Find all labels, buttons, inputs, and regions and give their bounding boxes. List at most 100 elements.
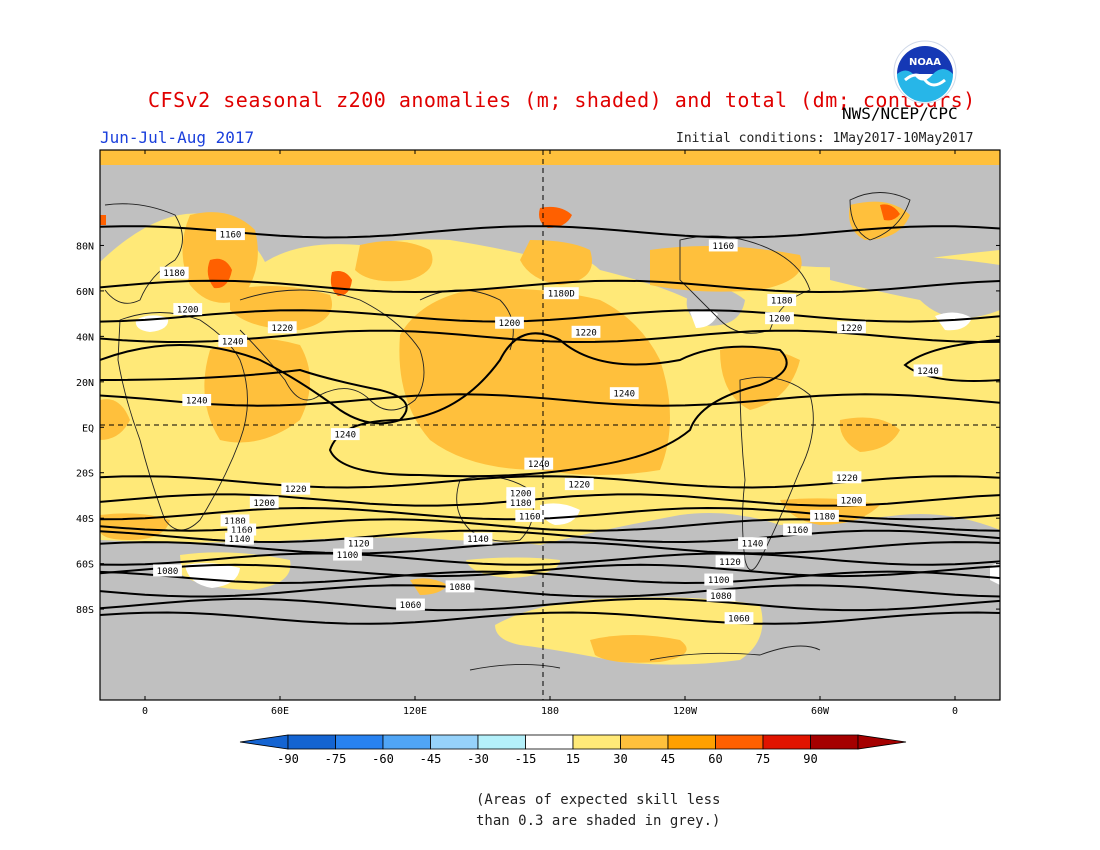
contour-label-bg	[783, 523, 812, 536]
contour-label-bg	[159, 266, 189, 279]
contour-label: 1180	[163, 269, 185, 279]
contour-label-bg	[330, 428, 360, 441]
logo-text: NOAA	[909, 57, 941, 68]
contour-line	[100, 541, 1000, 555]
contour-label: 1080	[710, 592, 732, 602]
lat-tick-label: EQ	[82, 423, 94, 434]
contour-label-bg	[506, 487, 536, 500]
contour-label: 1160	[712, 242, 734, 252]
colorbar-label: -45	[420, 752, 442, 766]
anomaly-patch-canada	[650, 246, 802, 292]
contours	[100, 225, 1000, 625]
lat-tick-label: 80S	[76, 605, 94, 616]
contour-label-bg	[463, 532, 493, 545]
lat-tick-label: 20N	[76, 378, 94, 389]
contour-label-bg	[738, 537, 767, 550]
contour-label: 1100	[708, 576, 730, 586]
contour-label: 1180	[814, 512, 836, 522]
colorbar-under-arrow	[239, 734, 289, 750]
skill-note-line-2: than 0.3 are shaded in grey.)	[476, 813, 721, 829]
anomaly-patch-russia	[355, 241, 433, 282]
colorbar: -90 -75 -60 -45 -30 -15 15 30 45 60 75 90	[239, 734, 907, 766]
contour-label: 1140	[229, 535, 251, 545]
contour-label-bg	[227, 523, 257, 536]
lat-tick-label: 80N	[76, 241, 94, 252]
contour-label-bg	[837, 494, 866, 506]
contour-label: 1140	[467, 535, 489, 545]
lon-tick-label: 120W	[673, 706, 698, 717]
contour-label-bg	[344, 537, 374, 550]
contour-label-bg	[333, 548, 362, 561]
contour-label: 1240	[222, 337, 244, 347]
contour-label: 1240	[186, 397, 208, 407]
colorbar-label: 60	[708, 752, 722, 766]
contour-label: 1240	[917, 367, 939, 377]
colorbar-swatch	[335, 734, 384, 750]
contour-label-bg	[218, 334, 248, 347]
colorbar-label: 90	[803, 752, 817, 766]
contour-line	[100, 597, 1000, 612]
contour-line	[903, 339, 1000, 382]
contour-label: 1200	[769, 315, 791, 325]
contour-label-bg	[609, 387, 639, 400]
contour-label: 1200	[253, 499, 275, 509]
colorbar-label: 15	[566, 752, 580, 766]
contour-label: 1220	[271, 324, 293, 334]
colorbar-label: 75	[756, 752, 770, 766]
lon-tick-label: 60W	[811, 706, 830, 717]
contour-label: 1220	[285, 485, 307, 495]
colorbar-label: -90	[277, 752, 299, 766]
contour-label-bg	[216, 228, 245, 241]
contour-label-bg	[765, 312, 794, 325]
colorbar-label: 45	[661, 752, 675, 766]
colorbar-swatch	[667, 734, 716, 750]
contour-label: 1200	[499, 319, 521, 329]
contour-label: 1240	[613, 390, 635, 400]
contour-label-bg	[706, 589, 736, 602]
colorbar-swatch	[430, 734, 479, 750]
contour-label-bg	[767, 294, 797, 306]
season-label: Jun-Jul-Aug 2017	[100, 128, 255, 147]
contour-line	[100, 279, 1000, 294]
colorbar-over-arrow	[857, 734, 907, 750]
contour-label-bg	[225, 532, 254, 545]
contour-label: 1120	[348, 540, 370, 550]
colorbar-label: 30	[613, 752, 627, 766]
contour-label-bg	[153, 564, 182, 577]
contour-label: 1080	[157, 567, 179, 577]
colorbar-label: -30	[467, 752, 489, 766]
contour-label-bg	[267, 321, 297, 334]
contour-line	[100, 506, 1000, 521]
contour-label: 1180	[771, 297, 793, 307]
contour-label-bg	[173, 303, 203, 316]
contour-label: 1220	[836, 474, 858, 484]
contour-label: 1180	[510, 499, 532, 509]
lon-tick-label: 180	[541, 706, 559, 717]
contour-label-bg	[495, 316, 524, 329]
lat-tick-label: 20S	[76, 469, 94, 480]
contour-label: 1220	[575, 328, 597, 338]
colorbar-label: -60	[372, 752, 394, 766]
anomaly-patch-npac	[520, 240, 592, 285]
agency-label: NWS/NCEP/CPC	[842, 104, 958, 123]
contour-label: 1180D	[548, 290, 575, 300]
contour-label: 1240	[528, 460, 550, 470]
contour-line	[100, 309, 1000, 323]
contour-label-bg	[564, 478, 594, 491]
contour-label: 1180	[224, 517, 246, 527]
contour-label: 1160	[787, 526, 809, 536]
contour-label-bg	[182, 394, 212, 406]
contour-label: 1220	[568, 481, 590, 491]
contour-label-bg	[832, 471, 862, 484]
contour-label-bg	[220, 514, 250, 527]
contour-label: 1100	[337, 551, 359, 561]
contour-label: 1200	[177, 306, 199, 316]
contour-label-bg	[515, 509, 545, 522]
contour-label-bg	[543, 287, 579, 300]
skill-note: (Areas of expected skill less than 0.3 a…	[476, 790, 720, 832]
contour-label: 1200	[510, 490, 532, 500]
contour-label-bg	[571, 325, 601, 338]
colorbar-swatch	[715, 734, 764, 750]
skill-note-line-1: (Areas of expected skill less	[476, 792, 721, 808]
